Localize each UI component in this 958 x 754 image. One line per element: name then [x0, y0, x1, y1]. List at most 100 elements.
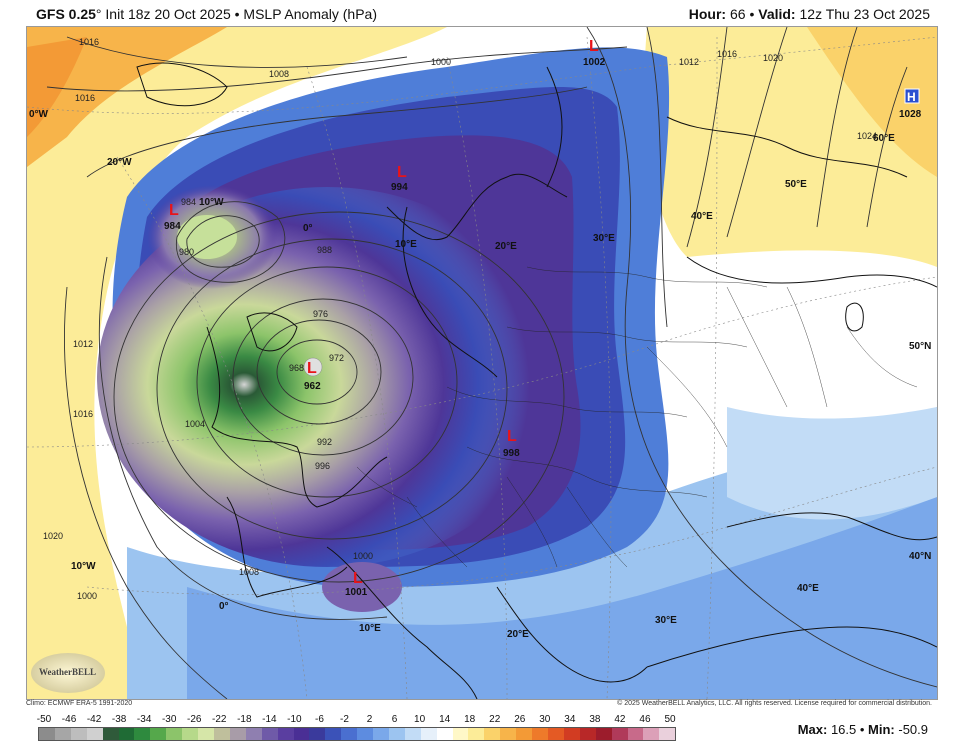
isobar-label: 1020 [43, 531, 63, 541]
high-marker-icon: H [907, 90, 916, 104]
color-scale-swatch [373, 728, 389, 740]
grid-label: 40°E [797, 583, 819, 594]
low-marker-icon: L [397, 164, 407, 181]
coastlines [136, 62, 937, 699]
color-scale-tick: 26 [514, 714, 526, 725]
grid-label-group: 0°W 20°W 10°W 0° 10°E 20°E 30°E 40°E 50°… [29, 109, 931, 640]
isobar-label: 1000 [77, 591, 97, 601]
color-scale-ticks: -50 -46 -42 -38 -34 -30 -26 -22 -18 -14 -10 -6 -2 2 6 1… [36, 714, 676, 726]
color-scale-tick: -30 [161, 714, 177, 725]
copyright-notice: © 2025 WeatherBELL Analytics, LLC. All r… [617, 700, 932, 707]
isobar-label: 1000 [431, 57, 451, 67]
color-scale-tick: -18 [237, 714, 252, 725]
color-scale-swatch [484, 728, 501, 740]
isobar-label: 1008 [239, 567, 259, 577]
color-scale-swatch [516, 728, 533, 740]
isobar-label: 1016 [75, 93, 95, 103]
maxmin-separator: • [856, 722, 869, 737]
color-scale-swatch [357, 728, 374, 740]
title-separator: • [230, 6, 244, 22]
low-pressure-value: 998 [503, 448, 520, 459]
low-pressure-value: 1001 [345, 587, 368, 598]
color-scale-swatch [86, 728, 103, 740]
isobar-label: 980 [179, 247, 194, 257]
color-scale-tick: 14 [439, 714, 451, 725]
color-scale-tick: -34 [136, 714, 152, 725]
color-scale-tick: -50 [36, 714, 52, 725]
low-994: L 994 [391, 164, 408, 193]
low-pressure-value: 984 [164, 221, 181, 232]
color-scale-swatch [150, 728, 167, 740]
color-scale-tick: -42 [86, 714, 102, 725]
isobar-label: 1008 [269, 69, 289, 79]
color-scale-tick: 38 [589, 714, 601, 725]
low-marker-icon: L [169, 202, 179, 219]
color-scale-swatch [39, 728, 55, 740]
grid-label: 10°E [359, 623, 381, 634]
color-scale-swatch [563, 728, 580, 740]
product-name: MSLP Anomaly (hPa) [243, 6, 378, 22]
low-1001: L 1001 [345, 570, 368, 598]
color-scale-tick: -14 [262, 714, 277, 725]
valid-time: Hour: 66 • Valid: 12z Thu 23 Oct 2025 [689, 6, 930, 22]
grid-label: 20°W [107, 157, 132, 168]
color-scale-swatch [643, 728, 660, 740]
isobar-label: 968 [289, 363, 304, 373]
grid-label: 20°E [495, 241, 517, 252]
color-scale-swatch [500, 728, 517, 740]
color-scale-swatch [213, 728, 230, 740]
low-marker-icon: L [353, 570, 363, 587]
min-label: Min: [868, 722, 895, 737]
isobar-label: 1020 [763, 53, 783, 63]
grid-label: 50°N [909, 341, 931, 352]
grid-label: 0°W [29, 109, 49, 120]
weatherbell-logo: WeatherBELL [31, 653, 105, 693]
grid-label: 40°E [691, 211, 713, 222]
isobar-label: 992 [317, 437, 332, 447]
isobar-label: 988 [317, 245, 332, 255]
isobar-label: 1012 [679, 57, 699, 67]
color-scale-tick: -22 [212, 714, 227, 725]
color-scale-tick: 10 [414, 714, 426, 725]
color-scale-swatch [627, 728, 644, 740]
color-scale-tick: 34 [564, 714, 576, 725]
hour-label: Hour: [688, 6, 727, 22]
color-scale-tick: -10 [287, 714, 302, 725]
color-scale-swatch [420, 728, 437, 740]
color-scale-swatch [134, 728, 151, 740]
color-scale-tick: -2 [340, 714, 349, 725]
color-scale-tick: 30 [539, 714, 551, 725]
isobar-label: 1016 [73, 409, 93, 419]
isobar-label: 996 [315, 461, 330, 471]
isobar-label: 976 [313, 309, 328, 319]
color-scale-swatch [229, 728, 246, 740]
color-scale-swatch [404, 728, 421, 740]
valid-separator: • [745, 6, 759, 22]
color-scale-swatch [166, 728, 183, 740]
color-scale-tick: -38 [111, 714, 127, 725]
low-pressure-value: 994 [391, 182, 408, 193]
color-scale-swatch [579, 728, 596, 740]
low-962: L 962 [303, 357, 323, 392]
color-scale-swatch [118, 728, 135, 740]
color-scale-swatch [532, 728, 548, 740]
isobar-label: 1004 [185, 419, 205, 429]
color-scale-swatch [325, 728, 342, 740]
isobar-label: 1000 [353, 551, 373, 561]
low-pressure-value: 962 [304, 381, 321, 392]
color-scale-tick: 46 [639, 714, 651, 725]
init-time: Init 18z 20 Oct 2025 [101, 6, 231, 22]
model-name: GFS 0.25 [36, 6, 96, 22]
grid-label: 10°W [71, 561, 96, 572]
color-scale: -50 -46 -42 -38 -34 -30 -26 -22 -18 -14 -10 -6 -2 2 6 1… [36, 714, 676, 744]
color-scale-swatch [102, 728, 119, 740]
grid-label: 10°W [199, 197, 224, 208]
low-marker-icon: L [307, 360, 317, 377]
grid-label: 0° [303, 223, 313, 234]
low-1002: L 1002 [583, 38, 606, 68]
color-scale-swatch [54, 728, 71, 740]
max-value: 16.5 [827, 722, 857, 737]
low-marker-icon: L [589, 38, 599, 55]
grid-label: 60°E [873, 133, 895, 144]
color-scale-swatch [261, 728, 278, 740]
